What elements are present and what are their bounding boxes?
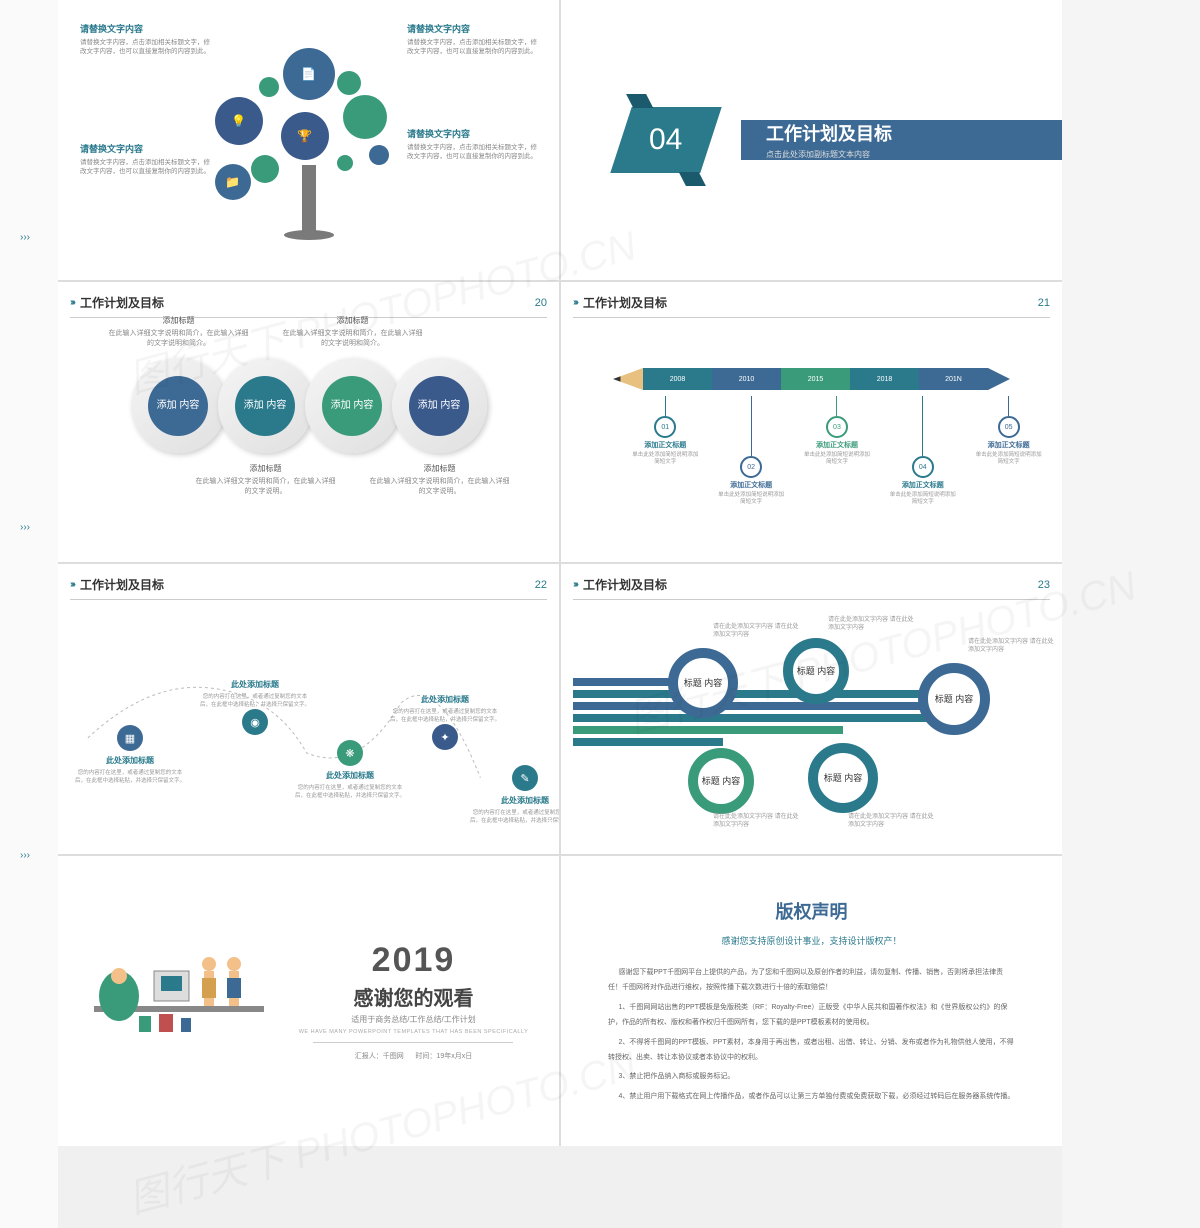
- circle-item: 添加 内容 添加标题在此输入详细文字说明和简介，在此输入详细的文字说明。: [218, 358, 313, 453]
- tree-text-3: 请替换文字内容 请替换文字内容，点击添加相关标题文字，修改文字内容，也可以直接复…: [80, 142, 210, 176]
- ring-text: 请在此处添加文字内容 请在此处添加文字内容: [713, 813, 803, 830]
- page-number: 21: [1038, 297, 1050, 309]
- wave-node: ❋此处添加标题您的内容打在这里，或者通过复制您的文本后，在此框中选择粘贴，并选择…: [295, 740, 405, 800]
- slide-wave: ››› 工作计划及目标 22 ▦此处添加标题您的内容打在这里，或者通过复制您的文…: [58, 564, 559, 854]
- timeline-node: 01添加正文标题单击此处添加简短说明添加简短文字: [630, 396, 700, 466]
- tree-bubble: [343, 95, 387, 139]
- slide-pencil: ››› 工作计划及目标 21 2008201020152018201N 01添加…: [561, 282, 1062, 562]
- pencil-segment: 2010: [712, 368, 781, 390]
- slide-section: 04 工作计划及目标 点击此处添加副标题文本内容: [561, 0, 1062, 280]
- tree-bubble: 📄: [283, 48, 335, 100]
- pencil-segment: 2015: [781, 368, 850, 390]
- thanks-meta: 汇报人：千图网 时间：19年x月x日: [299, 1051, 529, 1061]
- timeline-node: 04添加正文标题单击此处添加简短说明添加简短文字: [888, 396, 958, 506]
- pencil-segment: 2018: [850, 368, 919, 390]
- tree-bubble: [369, 145, 389, 165]
- tree-text-2: 请替换文字内容 请替换文字内容，点击添加相关标题文字，修改文字内容，也可以直接复…: [407, 22, 537, 56]
- ring-text: 请在此处添加文字内容 请在此处添加文字内容: [713, 623, 803, 640]
- slide-circles: ››› 工作计划及目标 20 添加 内容 添加标题在此输入详细文字说明和简介，在…: [58, 282, 559, 562]
- slide-copyright: 版权声明 感谢您支持原创设计事业，支持设计版权产！ 感谢您下载PPT千图网平台上…: [561, 856, 1062, 1146]
- slide-title: 工作计划及目标: [583, 294, 667, 311]
- wave-node: 此处添加标题您的内容打在这里，或者通过复制您的文本后，在此框中选择粘贴，并选择只…: [200, 675, 310, 735]
- page-number: 20: [535, 297, 547, 309]
- ring-line: [573, 690, 953, 698]
- section-number-badge: 04: [610, 107, 721, 173]
- copyright-body: 感谢您下载PPT千图网平台上提供的产品，为了您和千图网以及原创作者的利益，请勿复…: [608, 965, 1015, 1104]
- ring-line: [573, 738, 723, 746]
- tree-bubble: [337, 155, 353, 171]
- timeline-node: 05添加正文标题单击此处添加简短说明添加简短文字: [974, 396, 1044, 466]
- ring-node: 标题 内容: [688, 748, 754, 814]
- tree-bubble: [259, 77, 279, 97]
- ring-text: 请在此处添加文字内容 请在此处添加文字内容: [848, 813, 938, 830]
- slide-title: 工作计划及目标: [583, 576, 667, 593]
- thanks-illustration: [89, 936, 269, 1066]
- tree-bubble: [337, 71, 361, 95]
- ring-node: 标题 内容: [918, 663, 990, 735]
- wave-node: ✎此处添加标题您的内容打在这里，或者通过复制您的文本后，在此框中选择粘贴，并选择…: [470, 765, 559, 825]
- circle-item: 添加 内容 添加标题在此输入详细文字说明和简介，在此输入详细的文字说明。: [392, 358, 487, 453]
- timeline-node: 02添加正文标题单击此处添加简短说明添加简短文字: [716, 396, 786, 506]
- chevron-icon: ›››: [70, 579, 74, 590]
- tree-text-1: 请替换文字内容 请替换文字内容，点击添加相关标题文字，修改文字内容，也可以直接复…: [80, 22, 210, 56]
- thanks-year: 2019: [299, 941, 529, 980]
- tree-graphic: 📄 💡 🏆 📁: [209, 45, 409, 235]
- circle-item: 添加 内容 添加标题在此输入详细文字说明和简介，在此输入详细的文字说明和简介。: [305, 358, 400, 453]
- ring-line: [573, 726, 843, 734]
- wave-node: ▦此处添加标题您的内容打在这里，或者通过复制您的文本后，在此框中选择粘贴，并选择…: [75, 725, 185, 785]
- chevron-icon: ›››: [573, 297, 577, 308]
- ring-text: 请在此处添加文字内容 请在此处添加文字内容: [828, 616, 918, 633]
- ring-node: 标题 内容: [783, 638, 849, 704]
- copyright-sub: 感谢您支持原创设计事业，支持设计版权产！: [608, 934, 1015, 947]
- ring-line: [573, 702, 953, 710]
- slide-title: 工作计划及目标: [80, 576, 164, 593]
- thanks-main: 感谢您的观看: [299, 982, 529, 1011]
- tree-text-4: 请替换文字内容 请替换文字内容，点击添加相关标题文字，修改文字内容，也可以直接复…: [407, 127, 537, 161]
- ring-node: 标题 内容: [808, 743, 878, 813]
- slide-thanks: 2019 感谢您的观看 适用于商务总结/工作总结/工作计划 WE HAVE MA…: [58, 856, 559, 1146]
- section-subtitle: 点击此处添加副标题文本内容: [766, 149, 892, 160]
- page-number: 23: [1038, 579, 1050, 591]
- chevron-icon: ›››: [573, 579, 577, 590]
- ring-text: 请在此处添加文字内容 请在此处添加文字内容: [968, 638, 1058, 655]
- slide-tree: 📄 💡 🏆 📁 请替换文字内容 请替换文字内容，点击添加相关标题文字，修改文字内容，也…: [58, 0, 559, 280]
- copyright-title: 版权声明: [608, 898, 1015, 924]
- slide-title: 工作计划及目标: [80, 294, 164, 311]
- pencil-segment: 201N: [919, 368, 988, 390]
- slide-rings: ››› 工作计划及目标 23 标题 内容请在此处添加文字内容 请在此处添加文字内…: [561, 564, 1062, 854]
- timeline-node: 03添加正文标题单击此处添加简短说明添加简短文字: [802, 396, 872, 466]
- page-number: 22: [535, 579, 547, 591]
- thanks-sub: 适用于商务总结/工作总结/工作计划: [299, 1014, 529, 1025]
- tree-bubble: 💡: [215, 97, 263, 145]
- circle-item: 添加 内容 添加标题在此输入详细文字说明和简介，在此输入详细的文字说明和简介。: [131, 358, 226, 453]
- wave-node: 此处添加标题您的内容打在这里，或者通过复制您的文本后，在此框中选择粘贴，并选择只…: [390, 690, 500, 750]
- section-title: 工作计划及目标: [766, 120, 892, 146]
- tree-bubble: 📁: [215, 164, 251, 200]
- ring-line: [573, 714, 953, 722]
- tree-bubble: [251, 155, 279, 183]
- pencil-segment: 2008: [643, 368, 712, 390]
- chevron-icon: ›››: [70, 297, 74, 308]
- ring-node: 标题 内容: [668, 648, 738, 718]
- tree-bubble: 🏆: [281, 112, 329, 160]
- thanks-eng: WE HAVE MANY POWERPOINT TEMPLATES THAT H…: [299, 1029, 529, 1036]
